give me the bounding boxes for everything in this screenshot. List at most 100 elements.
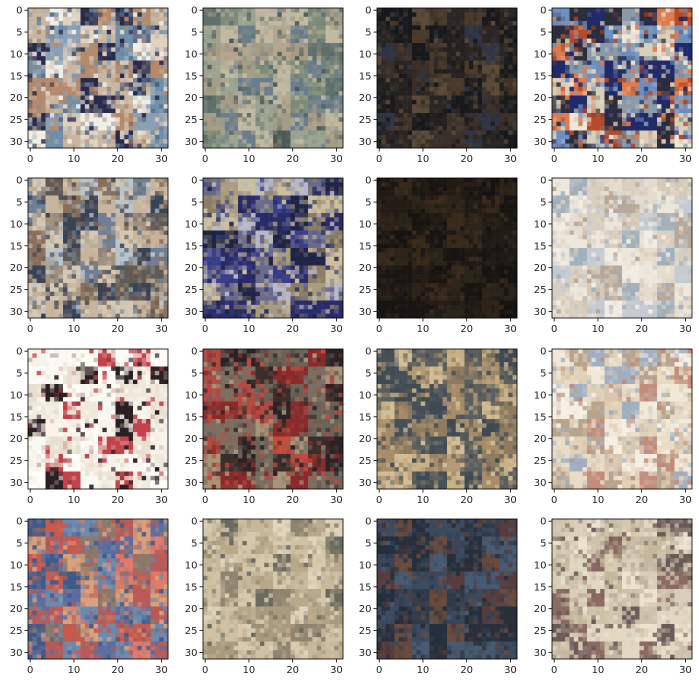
image-pixel [666, 47, 671, 52]
image-pixel [137, 283, 142, 288]
image-pixel [142, 47, 147, 52]
image-pixel [234, 69, 239, 74]
image-pixel [85, 74, 90, 79]
image-pixel [295, 113, 300, 118]
image-pixel [286, 39, 291, 44]
image-pixel [102, 261, 107, 266]
image-pixel [212, 52, 217, 57]
image-pixel [500, 100, 505, 105]
image-pixel [67, 12, 72, 17]
image-pixel [312, 8, 317, 13]
image-pixel [89, 182, 94, 187]
image-pixel [151, 104, 156, 109]
image-pixel [465, 104, 470, 109]
image-pixel [618, 34, 623, 39]
image-pixel [37, 283, 42, 288]
image-pixel [28, 187, 33, 192]
image-pixel [94, 8, 99, 13]
image-pixel [570, 47, 575, 52]
image-pixel [98, 69, 103, 74]
image-pixel [81, 191, 86, 196]
image-pixel [46, 178, 51, 183]
image-pixel [107, 43, 112, 48]
image-pixel [129, 270, 134, 275]
image-pixel [107, 87, 112, 92]
image-pixel [102, 244, 107, 249]
image-pixel [552, 30, 557, 35]
image-pixel [465, 47, 470, 52]
image-pixel [59, 117, 64, 122]
image-pixel [67, 226, 72, 231]
image-pixel [133, 12, 138, 17]
image-pixel [308, 131, 313, 136]
image-pixel [151, 56, 156, 61]
image-pixel [583, 139, 588, 144]
image-pixel [164, 96, 169, 101]
y-tick-label: 15 [10, 71, 23, 82]
image-pixel [129, 91, 134, 96]
image-pixel [260, 74, 265, 79]
image-pixel [583, 47, 588, 52]
image-pixel [635, 21, 640, 26]
image-pixel [251, 78, 256, 83]
image-pixel [596, 52, 601, 57]
image-pixel [321, 17, 326, 22]
image-pixel [142, 26, 147, 31]
image-pixel [675, 126, 680, 131]
image-pixel [247, 96, 252, 101]
image-pixel [234, 26, 239, 31]
image-pixel [85, 209, 90, 214]
image-pixel [273, 56, 278, 61]
image-pixel [513, 131, 518, 136]
image-pixel [72, 131, 77, 136]
image-pixel [556, 117, 561, 122]
image-pixel [399, 122, 404, 127]
image-pixel [631, 39, 636, 44]
image-pixel [164, 191, 169, 196]
image-pixel [37, 266, 42, 271]
image-pixel [635, 43, 640, 48]
image-pixel [203, 8, 208, 13]
image-pixel [124, 217, 129, 222]
image-pixel [670, 52, 675, 57]
image-pixel [304, 39, 309, 44]
image-pixel [286, 78, 291, 83]
image-pixel [269, 135, 274, 140]
image-pixel [326, 47, 331, 52]
image-pixel [390, 139, 395, 144]
image-pixel [63, 222, 68, 227]
image-pixel [94, 87, 99, 92]
image-pixel [120, 244, 125, 249]
image-pixel [203, 122, 208, 127]
image-pixel [334, 78, 339, 83]
image-pixel [317, 122, 322, 127]
image-pixel [495, 52, 500, 57]
image-pixel [37, 74, 42, 79]
image-pixel [291, 131, 296, 136]
image-pixel [500, 117, 505, 122]
image-pixel [460, 17, 465, 22]
image-pixel [129, 126, 134, 131]
image-pixel [59, 12, 64, 17]
image-pixel [570, 117, 575, 122]
image-pixel [273, 144, 278, 149]
image-pixel [234, 100, 239, 105]
image-pixel [465, 17, 470, 22]
image-pixel [260, 52, 265, 57]
image-pixel [653, 21, 658, 26]
image-pixel [286, 69, 291, 74]
image-pixel [164, 231, 169, 236]
image-pixel [277, 61, 282, 66]
image-pixel [247, 117, 252, 122]
image-pixel [613, 104, 618, 109]
image-pixel [151, 283, 156, 288]
image-pixel [120, 196, 125, 201]
image-pixel [111, 187, 116, 192]
image-pixel [81, 39, 86, 44]
image-pixel [339, 17, 344, 22]
image-pixel [381, 52, 386, 57]
image-pixel [326, 8, 331, 13]
image-pixel [159, 248, 164, 253]
image-pixel [670, 139, 675, 144]
image-pixel [583, 78, 588, 83]
